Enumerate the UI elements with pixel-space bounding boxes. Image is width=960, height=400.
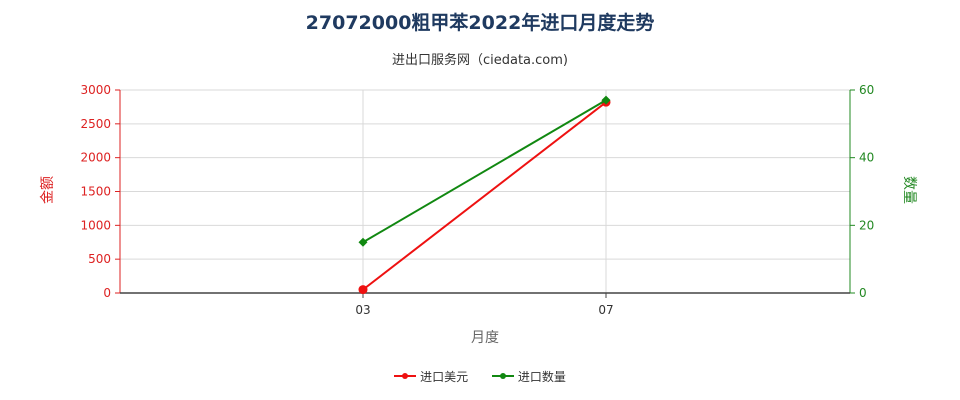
grid <box>120 89 850 293</box>
y-right-axis-label: 数量 <box>901 176 917 204</box>
y-right-tick-label: 60 <box>859 83 874 97</box>
x-tick-label: 03 <box>355 303 370 317</box>
y-right-tick-label: 0 <box>859 286 867 300</box>
y-left-tick-label: 3000 <box>80 83 111 97</box>
y-left-tick-label: 500 <box>88 252 111 266</box>
legend: 进口美元 进口数量 <box>0 366 960 385</box>
legend-line-qty <box>491 373 514 379</box>
data-point-qty-1 <box>601 95 611 105</box>
series-line-0 <box>362 101 607 291</box>
axes: 0 500 1000 1500 2000 2500 3000 03 07 0 20 40 60 <box>80 83 874 317</box>
y-right-tick-label: 20 <box>859 218 874 232</box>
series-line-1 <box>362 99 607 244</box>
chart-subtitle: 进出口服务网（ciedata.com) <box>391 53 568 68</box>
y-left-axis-label: 金额 <box>40 176 56 204</box>
legend-label-qty: 进口数量 <box>517 369 566 384</box>
y-left-tick-label: 2000 <box>80 151 111 165</box>
data-point-usd-0 <box>358 285 368 295</box>
y-left-tick-label: 0 <box>103 286 111 300</box>
y-left-tick-label: 2500 <box>80 117 111 131</box>
data-point-qty-0 <box>358 237 368 247</box>
legend-item-usd[interactable]: 进口美元 <box>394 368 468 385</box>
chart-title: 27072000粗甲苯2022年进口月度走势 <box>305 12 655 34</box>
y-right-tick-label: 40 <box>859 151 874 165</box>
y-left-tick-label: 1000 <box>80 218 111 232</box>
y-left-tick-label: 1500 <box>80 185 111 199</box>
legend-label-usd: 进口美元 <box>420 369 469 384</box>
legend-item-qty[interactable]: 进口数量 <box>491 368 566 385</box>
x-axis-label: 月度 <box>471 330 499 346</box>
legend-line-usd <box>394 373 417 379</box>
series-layer <box>358 95 611 295</box>
x-tick-label: 07 <box>598 303 613 317</box>
